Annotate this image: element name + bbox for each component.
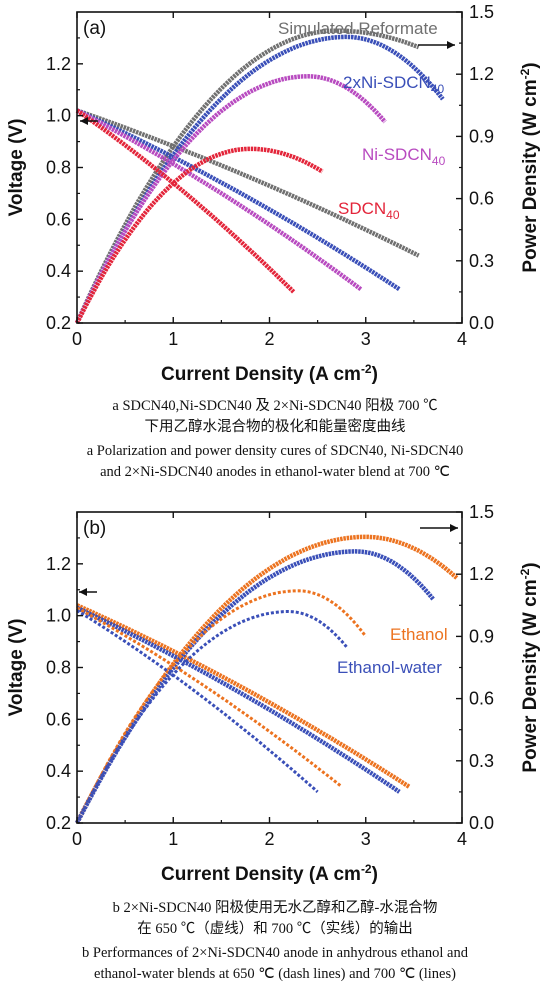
y-tick-label: 1.2 <box>46 554 71 574</box>
series-label-2: Ni-SDCN40 <box>362 145 446 168</box>
voltage-curve-3 <box>76 609 319 794</box>
power-curve-2 <box>74 74 387 324</box>
y-tick-label: 0.8 <box>46 658 71 678</box>
y2-axis-label: Power Density (W cm-2) <box>518 62 541 272</box>
x-tick-label: 1 <box>168 329 178 349</box>
x-axis-label: Current Density (A cm-2) <box>161 362 378 385</box>
power-curve-2 <box>75 589 367 824</box>
caption-b-cn-line1: b 2×Ni-SDCN40 阳极使用无水乙醇和乙醇-水混合物 <box>112 900 438 916</box>
y-axis-label: Voltage (V) <box>6 619 27 717</box>
axis-arrow-head-0 <box>447 41 455 49</box>
x-tick-label: 2 <box>264 829 274 849</box>
caption-b-cn-line2: 在 650 ℃（虚线）和 700 ℃（实线）的输出 <box>137 921 413 937</box>
series-label-1: Ethanol-water <box>337 658 442 677</box>
y2-tick-label: 1.5 <box>469 502 494 522</box>
y-tick-label: 1.0 <box>46 606 71 626</box>
y2-tick-label: 0.6 <box>469 189 494 209</box>
series-0 <box>74 28 420 324</box>
voltage-curve-1 <box>76 605 401 794</box>
y2-tick-label: 0.9 <box>469 626 494 646</box>
x-tick-label: 2 <box>264 329 274 349</box>
x-axis-label: Current Density (A cm-2) <box>161 862 378 885</box>
axis-arrow-head-1 <box>79 588 87 596</box>
power-curve-0 <box>74 534 459 825</box>
voltage-curve-0 <box>76 108 420 258</box>
chart-a: 0 1 2 3 4 0.2 0.4 0.6 0.8 1.0 1.2 0.0 0.3 0.6 0.9 1.2 1.… <box>6 2 541 385</box>
y2-tick-label: 0.6 <box>469 689 494 709</box>
x-tick-label: 0 <box>72 829 82 849</box>
power-curve-1 <box>75 549 435 825</box>
voltage-curve-2 <box>75 108 363 292</box>
power-curve-3 <box>75 609 348 824</box>
caption-b-en-line2: ethanol-water blends at 650 ℃ (dash line… <box>94 966 456 982</box>
voltage-curve-0 <box>76 603 411 789</box>
series-1 <box>75 549 435 825</box>
y2-tick-label: 0.0 <box>469 313 494 333</box>
y2-tick-label: 1.2 <box>469 64 494 84</box>
axis-arrow-head-1 <box>80 117 88 125</box>
y-tick-label: 0.4 <box>46 261 71 281</box>
y2-axis-label: Power Density (W cm-2) <box>518 562 541 772</box>
y-tick-label: 0.6 <box>46 709 71 729</box>
voltage-curve-1 <box>76 108 401 292</box>
y2-tick-label: 1.2 <box>469 564 494 584</box>
series-label-0: Simulated Reformate <box>278 19 438 38</box>
y-tick-label: 1.2 <box>46 54 71 74</box>
y-tick-label: 0.4 <box>46 761 71 781</box>
power-curve-0 <box>74 28 420 324</box>
series-2 <box>75 589 367 824</box>
axis-arrow-head-0 <box>450 524 458 532</box>
panel-label: (b) <box>83 518 106 539</box>
caption-a: a SDCN40,Ni-SDCN40 及 2×Ni-SDCN40 阳极 700 … <box>0 396 550 483</box>
y-tick-label: 0.8 <box>46 158 71 178</box>
panel-label: (a) <box>83 18 106 39</box>
caption-a-en-line1: a Polarization and power density cures o… <box>86 443 464 459</box>
series-3 <box>75 609 348 824</box>
y-axis-label: Voltage (V) <box>6 119 27 217</box>
caption-a-cn-line1: a SDCN40,Ni-SDCN40 及 2×Ni-SDCN40 阳极 700 … <box>112 398 438 414</box>
y2-tick-label: 0.9 <box>469 126 494 146</box>
voltage-curve-3 <box>75 108 296 294</box>
chart-b: 0 1 2 3 4 0.2 0.4 0.6 0.8 1.0 1.2 0.0 0.3 0.6 0.9 1.2 1.… <box>6 502 541 885</box>
series-label-0: Ethanol <box>390 625 448 644</box>
power-curve-3 <box>74 146 324 325</box>
y-tick-label: 0.2 <box>46 813 71 833</box>
series-label-1: 2xNi-SDCN40 <box>343 73 445 96</box>
caption-b: b 2×Ni-SDCN40 阳极使用无水乙醇和乙醇-水混合物 在 650 ℃（虚… <box>0 898 550 985</box>
caption-a-cn-line2: 下用乙醇水混合物的极化和能量密度曲线 <box>144 419 406 435</box>
x-tick-label: 4 <box>457 829 467 849</box>
y-tick-label: 1.0 <box>46 106 71 126</box>
voltage-curve-2 <box>76 606 343 788</box>
series-label-3: SDCN40 <box>338 199 400 222</box>
y-tick-label: 0.6 <box>46 209 71 229</box>
series-2 <box>74 74 387 324</box>
x-tick-label: 0 <box>72 329 82 349</box>
x-tick-label: 3 <box>361 829 371 849</box>
y-tick-label: 0.2 <box>46 313 71 333</box>
y2-tick-label: 0.3 <box>469 251 494 271</box>
y2-tick-label: 0.3 <box>469 751 494 771</box>
series-3 <box>74 108 324 325</box>
caption-a-en-line2: and 2×Ni-SDCN40 anodes in ethanol-water … <box>100 464 450 480</box>
y2-tick-label: 0.0 <box>469 813 494 833</box>
x-tick-label: 4 <box>457 329 467 349</box>
y2-tick-label: 1.5 <box>469 2 494 22</box>
x-tick-label: 1 <box>168 829 178 849</box>
series-0 <box>74 534 459 825</box>
caption-b-en-line1: b Performances of 2×Ni-SDCN40 anode in a… <box>82 945 468 961</box>
x-tick-label: 3 <box>361 329 371 349</box>
